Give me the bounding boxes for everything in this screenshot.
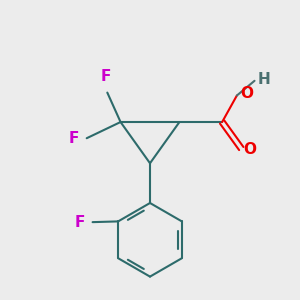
Text: F: F (75, 214, 85, 230)
Text: F: F (69, 131, 79, 146)
Text: O: O (244, 142, 256, 158)
Text: F: F (100, 69, 111, 84)
Text: O: O (240, 86, 254, 101)
Text: H: H (258, 72, 271, 87)
